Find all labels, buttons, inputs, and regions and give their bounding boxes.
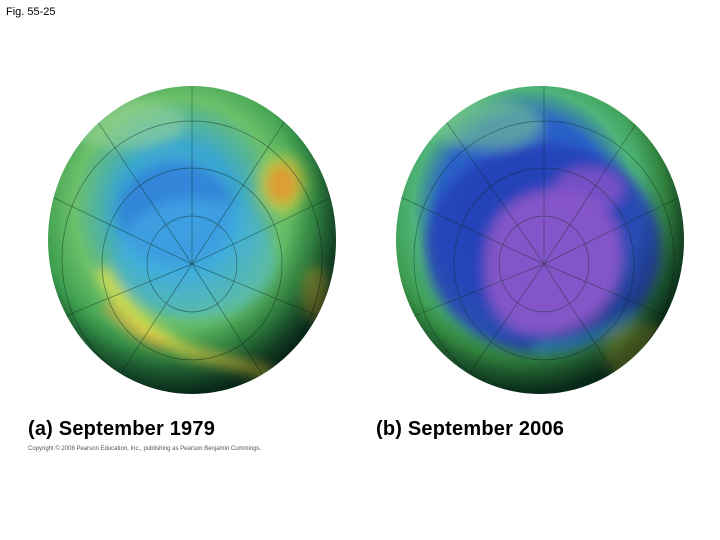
globe-september-1979	[46, 84, 338, 396]
copyright-credit: Copyright © 2008 Pearson Education, Inc.…	[28, 446, 262, 452]
caption-september-1979: (a) September 1979	[28, 418, 216, 440]
globe-september-2006	[394, 84, 686, 396]
caption-september-2006: (b) September 2006	[376, 418, 565, 440]
figure-label: Fig. 55-25	[6, 6, 56, 18]
